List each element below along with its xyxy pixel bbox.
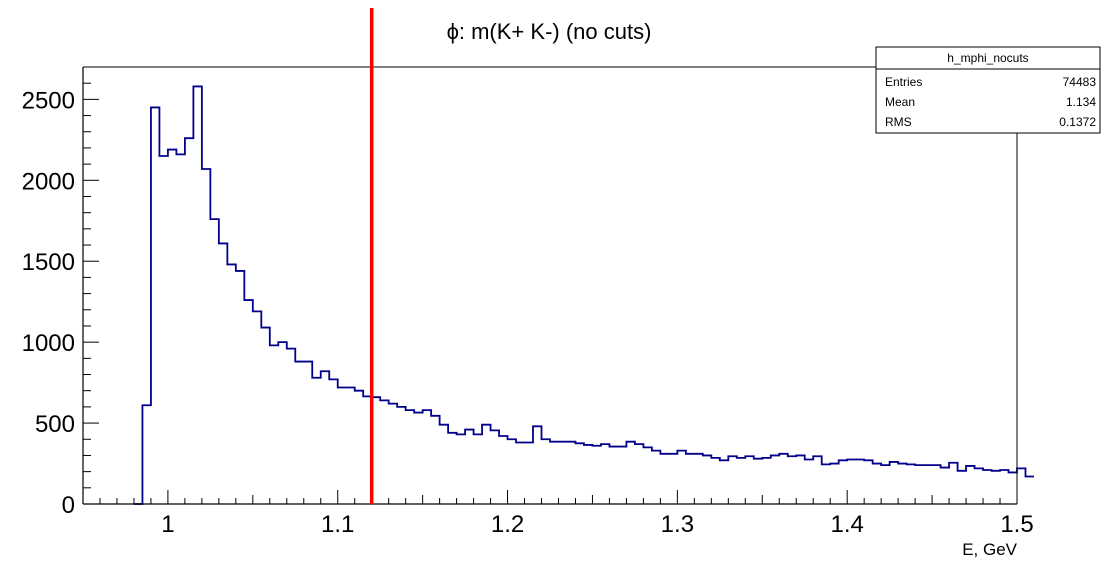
y-tick-label: 2000 — [22, 168, 75, 195]
stats-entries-label: Entries — [885, 75, 922, 89]
chart-title: ϕ: m(K+ K-) (no cuts) — [447, 19, 652, 44]
x-tick-label: 1.1 — [321, 511, 354, 538]
y-tick-label: 500 — [35, 411, 75, 438]
x-tick-label: 1 — [161, 511, 174, 538]
y-tick-label: 0 — [62, 492, 75, 519]
x-tick-label: 1.2 — [491, 511, 524, 538]
y-tick-label: 1000 — [22, 330, 75, 357]
stats-rms-label: RMS — [885, 115, 912, 129]
stats-box: h_mphi_nocuts Entries 74483 Mean 1.134 R… — [875, 46, 1101, 134]
y-tick-label: 2500 — [22, 87, 75, 114]
x-axis-title: E, GeV — [962, 540, 1017, 559]
histogram-series-0 — [133, 85, 1034, 505]
stats-box-title: h_mphi_nocuts — [947, 51, 1028, 65]
x-tick-label: 1.4 — [830, 511, 863, 538]
stats-mean-label: Mean — [885, 95, 915, 109]
x-tick-label: 1.3 — [661, 511, 694, 538]
stats-box-frame — [875, 46, 1101, 134]
y-tick-label: 1500 — [22, 249, 75, 276]
stats-mean-value: 1.134 — [1066, 95, 1096, 109]
x-tick-label: 1.5 — [1000, 511, 1033, 538]
stats-rms-value: 0.1372 — [1059, 115, 1096, 129]
plot-area: 1 1.1 1.2 1.3 1.4 1.5 0 500 1000 1500 2000 2500 — [22, 8, 1034, 538]
stats-entries-value: 74483 — [1063, 75, 1097, 89]
